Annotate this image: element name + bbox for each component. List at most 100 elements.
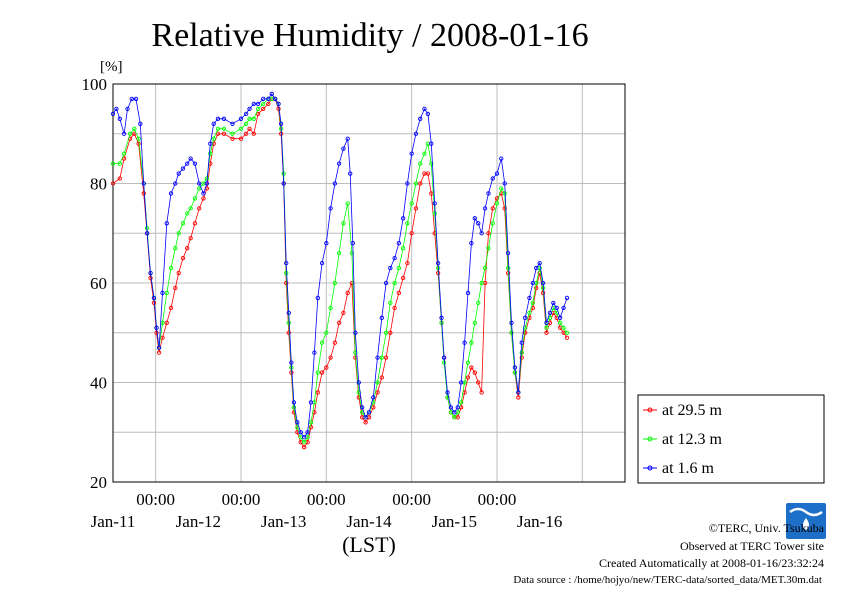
data-point (462, 340, 467, 345)
data-point (472, 216, 477, 221)
data-point (527, 295, 532, 301)
data-point (409, 231, 414, 236)
data-point (141, 191, 146, 196)
data-point (180, 255, 186, 261)
data-point (324, 330, 329, 335)
data-point (345, 136, 350, 141)
data-point (564, 295, 570, 301)
data-point (133, 96, 139, 102)
data-point (154, 330, 159, 335)
data-point (448, 405, 454, 410)
data-point (110, 181, 116, 186)
series-1 (110, 96, 570, 450)
data-point (534, 265, 539, 271)
data-point (530, 280, 535, 286)
data-point (486, 246, 491, 251)
data-point (251, 116, 256, 121)
chart-title: Relative Humidity / 2008-01-16 (151, 17, 588, 54)
data-point (324, 365, 329, 370)
data-point (301, 440, 307, 445)
data-point (432, 201, 437, 206)
data-point (375, 390, 380, 395)
data-point (379, 375, 384, 380)
data-point (192, 196, 198, 201)
data-point (110, 111, 116, 117)
data-point (156, 345, 162, 350)
data-point (413, 206, 419, 211)
data-point (301, 445, 307, 450)
data-point (486, 191, 491, 196)
data-point (439, 315, 444, 320)
data-point (476, 380, 481, 385)
terc-logo (786, 503, 826, 539)
data-point (132, 126, 137, 131)
data-point (490, 176, 495, 181)
data-point (295, 420, 300, 425)
data-point (298, 430, 303, 435)
data-point (341, 310, 346, 315)
data-point (375, 380, 380, 385)
data-point (185, 211, 190, 216)
data-point (350, 241, 355, 246)
data-point (315, 295, 320, 301)
data-point (251, 101, 256, 107)
time-tick-label: 00:00 (478, 490, 517, 509)
data-point (366, 410, 372, 415)
legend-label: at 12.3 m (662, 431, 723, 448)
data-point (138, 121, 143, 126)
data-point (148, 270, 153, 276)
data-point (383, 355, 389, 360)
data-point (418, 161, 423, 166)
data-point (422, 151, 427, 156)
data-point (151, 295, 157, 301)
data-point (247, 106, 252, 112)
data-point (540, 280, 546, 286)
date-tick-label: Jan-14 (346, 512, 392, 531)
data-point (396, 290, 402, 296)
data-point (544, 320, 549, 325)
date-tick-label: Jan-11 (91, 512, 136, 531)
data-point (561, 325, 566, 330)
series-line (112, 93, 568, 438)
data-point (168, 305, 174, 311)
data-point (278, 121, 284, 126)
data-point (476, 221, 481, 226)
data-point (141, 181, 146, 186)
data-point (557, 315, 563, 320)
data-point (425, 171, 431, 176)
data-point (429, 161, 434, 166)
data-point (315, 390, 320, 395)
data-point (452, 410, 457, 415)
time-tick-label: 00:00 (222, 490, 261, 509)
y-axis-unit: [%] (100, 59, 123, 75)
data-point (185, 246, 190, 251)
data-point (379, 355, 384, 360)
data-point (208, 141, 213, 146)
data-point (269, 91, 274, 97)
data-point (547, 310, 553, 315)
data-point (551, 300, 556, 306)
credit-site: Observed at TERC Tower site (680, 539, 824, 553)
data-point (413, 131, 419, 136)
data-point (173, 246, 178, 251)
data-point (422, 106, 427, 112)
data-point (512, 365, 518, 370)
data-point (114, 106, 119, 112)
data-point (238, 136, 244, 141)
data-point (176, 231, 181, 236)
data-point (261, 96, 266, 102)
data-point (272, 96, 278, 102)
data-point (336, 320, 342, 325)
data-point (482, 265, 488, 271)
legend-box (637, 394, 825, 484)
data-point (432, 211, 437, 216)
data-point (117, 176, 122, 181)
data-point (383, 330, 389, 335)
data-point (281, 181, 286, 186)
data-point (164, 320, 169, 325)
data-point (527, 310, 532, 315)
data-point (360, 405, 365, 410)
data-point (336, 161, 342, 166)
data-point (396, 241, 402, 246)
